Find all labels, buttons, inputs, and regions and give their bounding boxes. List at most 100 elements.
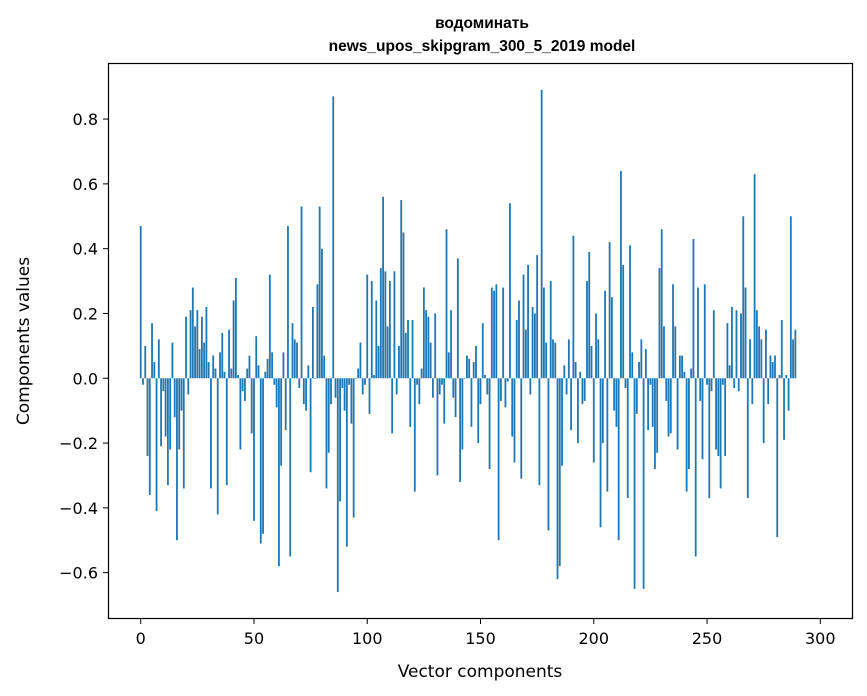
bar [511,378,514,437]
bar [631,352,634,379]
bar [629,245,631,379]
bar [452,378,455,398]
bar [377,345,380,379]
bar [685,378,688,492]
bar [749,339,751,379]
bar [710,378,713,392]
bar [345,378,348,547]
bar [638,362,640,379]
x-tick-label: 250 [692,629,723,648]
bar [311,306,314,379]
bar [427,316,430,379]
bar [581,378,584,405]
bar [445,229,448,379]
bar [352,378,355,518]
bar [606,378,609,492]
bar [216,378,219,515]
bar [241,378,244,392]
bar [588,251,591,379]
bar [230,368,233,379]
bar [477,378,480,444]
bar [176,378,178,541]
bar [740,313,742,379]
bar [232,300,235,379]
bar [504,378,507,408]
bar [280,378,283,466]
bar [753,174,756,379]
bar [563,365,566,379]
bar [395,378,398,395]
bar [402,232,405,379]
bar [610,297,613,379]
bar [144,345,147,379]
bar [323,355,326,379]
bar [234,277,237,379]
bar [622,264,625,379]
x-tick-label: 200 [578,629,609,648]
chart-title: водоминать [435,15,529,32]
bar [486,378,489,395]
bar [185,316,187,379]
bar [325,378,328,489]
bar [778,375,781,379]
bar [255,336,258,379]
bar [441,378,443,385]
bar [574,362,577,379]
bar [187,378,190,395]
bar [760,339,763,379]
bar [284,378,287,431]
bar [207,362,210,379]
bar [432,378,434,398]
bar [266,358,269,379]
bar [531,306,534,379]
bar [699,378,702,401]
bar [626,378,629,499]
bar [552,339,554,379]
bar [617,378,620,541]
bar [139,225,142,379]
bar [751,378,754,405]
bar [577,378,579,444]
bar [572,235,575,379]
bar [273,378,276,385]
bar [400,200,403,379]
bar [343,378,346,411]
bar [171,342,174,379]
bar [669,378,672,434]
bar [608,242,611,379]
bar [536,255,539,379]
y-axis-label: Components values [14,257,34,425]
bar [735,310,738,379]
bar [497,378,500,541]
bar [203,342,206,379]
bar [712,310,715,379]
bar [701,378,704,460]
bar [590,345,593,379]
bar [370,281,373,379]
bar [259,378,262,544]
bar [309,378,312,473]
bar [463,378,466,379]
bar [375,300,378,379]
bar [429,342,432,379]
x-tick-label: 100 [352,629,383,648]
bar [733,378,736,388]
bar [264,371,267,379]
bar [398,345,400,379]
bar [509,203,511,379]
bar [355,378,357,379]
bar [268,274,271,379]
bar [466,355,468,379]
bar [692,238,695,379]
bar [221,332,224,379]
bar [151,323,153,379]
bar [601,378,604,444]
y-tick-label: 0.6 [73,175,98,194]
bar [633,378,636,589]
bar [731,306,733,379]
bar [275,378,278,408]
bar [635,378,638,414]
bar [364,378,366,385]
bar [239,378,242,450]
bar [649,378,652,385]
